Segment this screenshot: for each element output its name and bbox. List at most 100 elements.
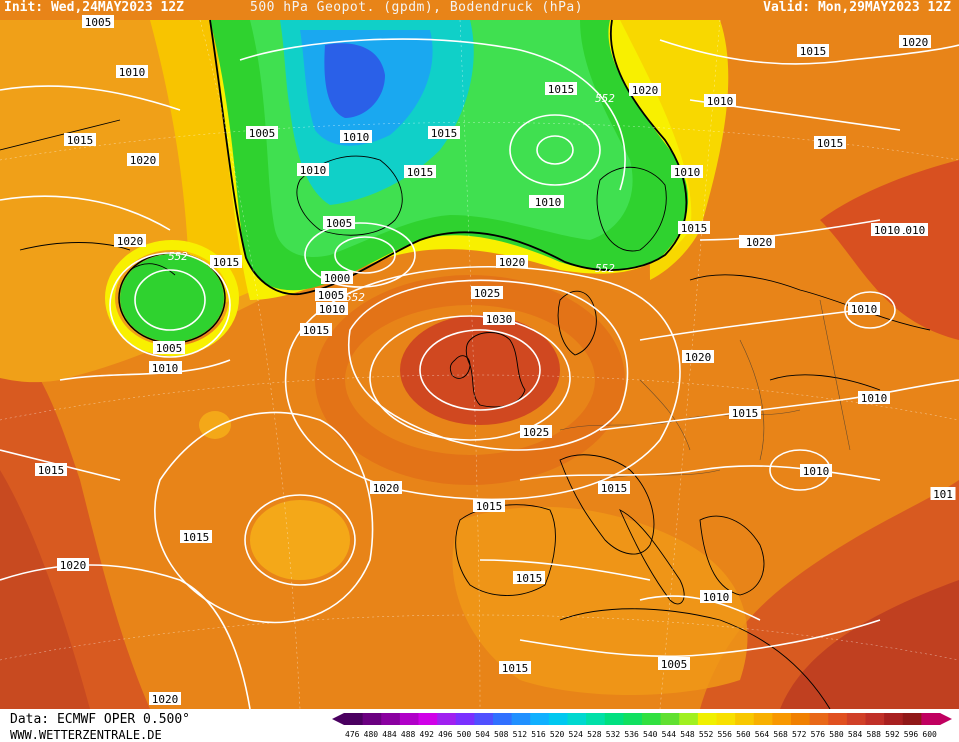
isobar-label: 1010 xyxy=(896,223,928,237)
isobar-label-text: 1020 xyxy=(130,154,157,167)
data-source: Data: ECMWF OPER 0.500° xyxy=(10,712,191,727)
legend-tick-label: 536 xyxy=(624,730,639,739)
isobar-label-text: 1015 xyxy=(516,572,543,585)
isobar-label: 1020 xyxy=(496,255,528,269)
isobar-label: 1020 xyxy=(114,234,146,248)
legend-swatch xyxy=(809,713,829,725)
legend-swatch xyxy=(884,713,904,725)
isobar-label-text: 1020 xyxy=(152,693,179,706)
isobar-label-text: 1010 xyxy=(535,196,562,209)
isobar-label: 1010 xyxy=(316,302,348,316)
southeast-deep-red xyxy=(780,580,959,709)
isobar-label-text: 1015 xyxy=(502,662,529,675)
legend-tick-label: 488 xyxy=(401,730,416,739)
legend-swatch xyxy=(493,713,513,725)
isobar-label-text: 1025 xyxy=(523,426,550,439)
legend-right-arrow xyxy=(940,713,952,725)
legend-tick-label: 576 xyxy=(811,730,826,739)
color-legend: 476 480 484 488 492 496 500 504 508 512 516 520 524 5… xyxy=(332,713,952,739)
map-title: 500 hPa Geopot. (gpdm), Bodendruck (hPa) xyxy=(250,0,584,15)
isobar-label-text: 1010 xyxy=(874,224,901,237)
isobar-label: 101 xyxy=(930,487,956,501)
legend-swatch xyxy=(530,713,550,725)
isobar-label-text: 1000 xyxy=(324,272,351,285)
legend-swatch xyxy=(586,713,606,725)
isobar-label: 1010 xyxy=(871,223,903,237)
isobar-label: 1025 xyxy=(471,286,503,300)
map-header: Init: Wed,24MAY2023 12Z 500 hPa Geopot. … xyxy=(0,0,959,18)
isobar-label: 1020 xyxy=(743,235,775,249)
isobar-label: 1020 xyxy=(127,153,159,167)
legend-swatch xyxy=(660,713,680,725)
site-name: WWW.WETTERZENTRALE.DE xyxy=(10,728,162,742)
isobar-label-text: 1015 xyxy=(183,531,210,544)
legend-swatch xyxy=(399,713,419,725)
isobar-label-text: 1020 xyxy=(499,256,526,269)
isobar-label: 1015 xyxy=(210,255,242,269)
isobar-label: 1015 xyxy=(729,406,761,420)
isobar-label: 1015 xyxy=(797,44,829,58)
isobar-label-text: 1010 xyxy=(861,392,888,405)
legend-swatch xyxy=(753,713,773,725)
isobar-label-text: 552 xyxy=(595,92,615,105)
isobar-label: 1010 xyxy=(858,391,890,405)
legend-tick-label: 540 xyxy=(643,730,658,739)
legend-swatch xyxy=(344,713,364,725)
legend-tick-label: 556 xyxy=(718,730,733,739)
blue-deep-core xyxy=(324,43,385,118)
isobar-label-text: 1015 xyxy=(681,222,708,235)
mediterranean-orange xyxy=(452,506,748,695)
valid-time: Valid: Mon,29MAY2023 12Z xyxy=(763,0,951,15)
isobar-label: 1015 xyxy=(404,165,436,179)
isobar-label: 552 xyxy=(345,291,365,304)
isobar-label: 1005 xyxy=(153,341,185,355)
isobar-label: 1020 xyxy=(57,558,89,572)
legend-tick-label: 500 xyxy=(457,730,472,739)
isobar-label-text: 1010 xyxy=(899,224,926,237)
isobar-label: 1010 xyxy=(671,165,703,179)
legend-swatch xyxy=(846,713,866,725)
isobar-label-text: 1015 xyxy=(67,134,94,147)
isobar-label: 1015 xyxy=(428,126,460,140)
isobar-label: 1010 xyxy=(340,130,372,144)
isobar-label: 1015 xyxy=(180,530,212,544)
legend-tick-label: 568 xyxy=(773,730,788,739)
east-red-zone xyxy=(820,160,959,340)
isobar-label: 1020 xyxy=(149,692,181,706)
isobar-label-text: 101 xyxy=(933,488,953,501)
legend-tick-label: 512 xyxy=(513,730,528,739)
legend-tick-label: 544 xyxy=(662,730,677,739)
legend-tick-label: 564 xyxy=(755,730,770,739)
isobar-label: 1005 xyxy=(82,15,114,29)
isobar-label: 552 xyxy=(168,250,188,263)
isobar-label: 1015 xyxy=(814,136,846,150)
legend-tick-label: 504 xyxy=(475,730,490,739)
legend-left-arrow xyxy=(332,713,344,725)
legend-tick-label: 528 xyxy=(587,730,602,739)
isobar-label: 1010 xyxy=(704,94,736,108)
legend-swatch xyxy=(474,713,494,725)
isobar-label-text: 1010 xyxy=(152,362,179,375)
coastlines xyxy=(0,119,931,710)
legend-swatch xyxy=(623,713,643,725)
isobar-label: 1000 xyxy=(321,271,353,285)
isobar-label: 1005 xyxy=(658,657,690,671)
isobar-label-text: 1010 xyxy=(674,166,701,179)
isobar-label-text: 1015 xyxy=(303,324,330,337)
isobar-label-text: 1020 xyxy=(746,236,773,249)
isobar-label-text: 1020 xyxy=(685,351,712,364)
isobar-label: 1010 xyxy=(700,590,732,604)
legend-tick-label: 532 xyxy=(606,730,621,739)
legend-swatch xyxy=(381,713,401,725)
legend-swatch xyxy=(865,713,885,725)
legend-tick-label: 560 xyxy=(736,730,751,739)
isobar-label: 1015 xyxy=(473,499,505,513)
legend-tick-label: 476 xyxy=(345,730,360,739)
isobar-label-layer: 1005 1010 1015 1020 1010 1005 1010 1015 1015 1010… xyxy=(35,15,956,706)
legend-swatch xyxy=(921,713,941,725)
isobar-label: 1010 xyxy=(848,302,880,316)
isobar-label-text: 1020 xyxy=(373,482,400,495)
isobar-label: 1025 xyxy=(520,425,552,439)
legend-tick-label: 572 xyxy=(792,730,807,739)
legend-tick-label: 496 xyxy=(438,730,453,739)
